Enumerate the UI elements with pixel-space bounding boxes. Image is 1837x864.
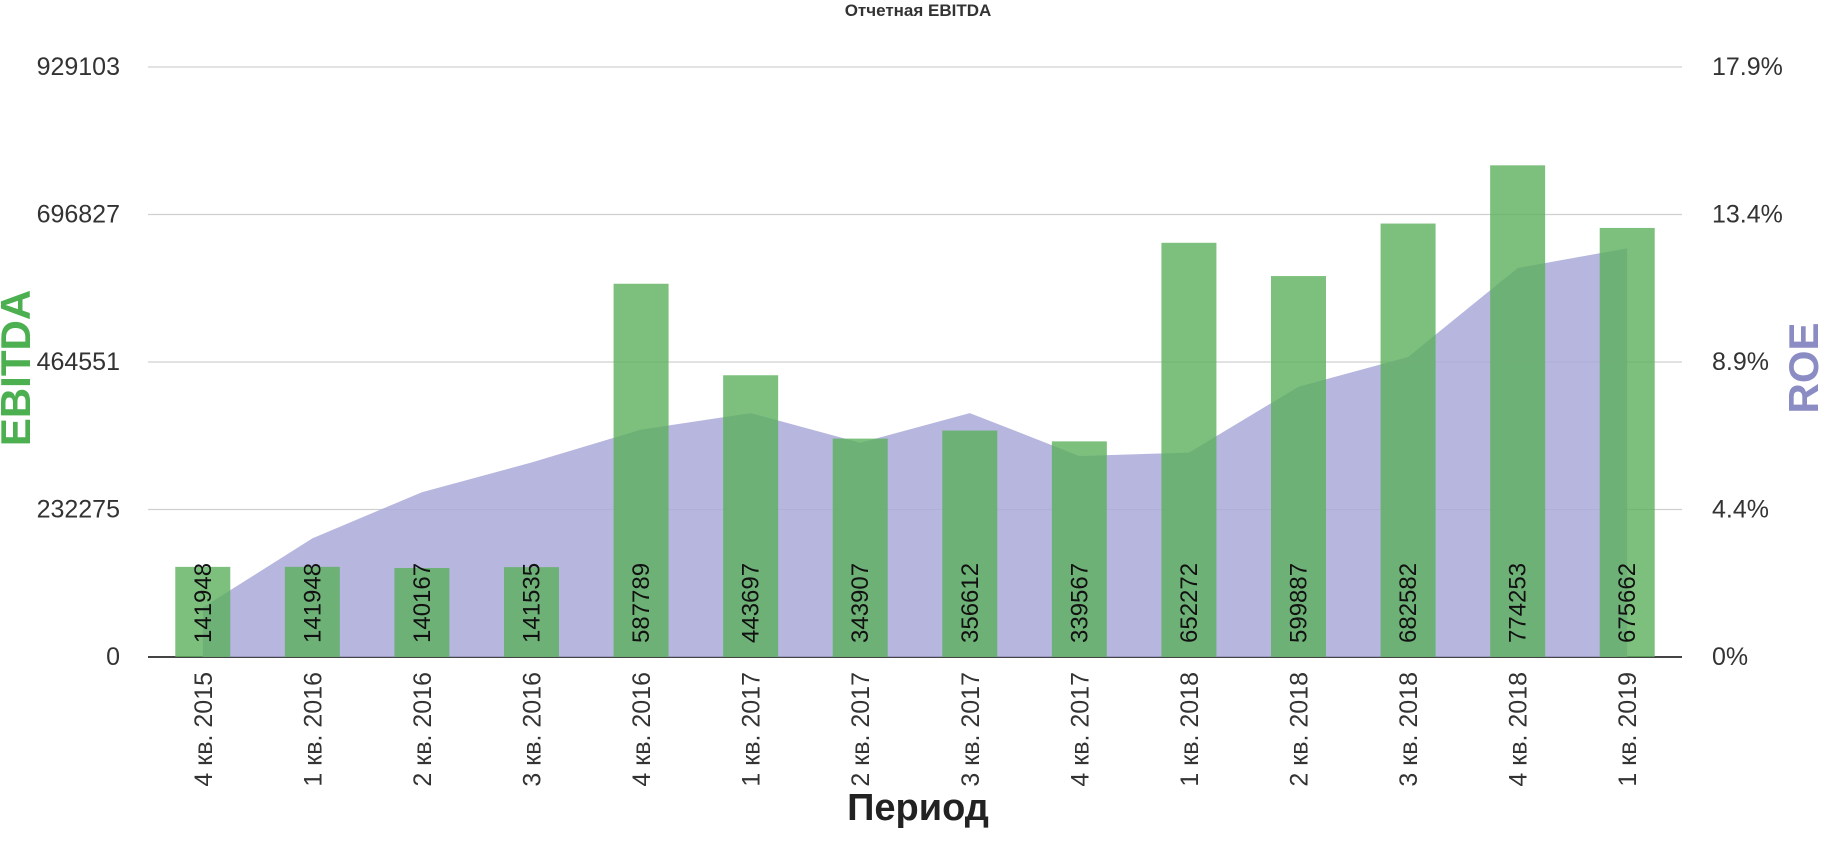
bar-value-label: 339567 <box>1066 563 1093 643</box>
chart-title: Отчетная EBITDA <box>845 1 992 20</box>
left-axis-ticks: 929103 696827 464551 232275 0 <box>37 53 120 671</box>
ebitda-bar <box>723 375 779 657</box>
x-tick-label: 1 кв. 2016 <box>299 672 327 787</box>
y2-tick-label: 13.4% <box>1712 201 1783 229</box>
x-tick-label: 1 кв. 2018 <box>1176 672 1204 787</box>
bar-value-label: 443697 <box>738 563 765 643</box>
ebitda-bar <box>1051 441 1107 657</box>
bar-value-label: 652272 <box>1176 563 1203 643</box>
bar-value-label: 356612 <box>957 563 984 643</box>
x-tick-label: 4 кв. 2018 <box>1505 672 1533 787</box>
ebitda-bar <box>175 566 231 657</box>
right-axis-ticks: 17.9% 13.4% 8.9% 4.4% 0% <box>1712 53 1783 671</box>
ebitda-bar <box>284 566 340 657</box>
x-axis-ticks: 4 кв. 2015 1 кв. 2016 2 кв. 2016 3 кв. 2016… <box>190 672 1642 787</box>
ebitda-bar <box>1380 223 1436 658</box>
ebitda-bar <box>1599 227 1655 658</box>
ebitda-bar <box>1271 276 1326 657</box>
x-tick-label: 1 кв. 2019 <box>1614 672 1642 787</box>
x-axis-title: Период <box>847 787 989 829</box>
bar-value-label: 682582 <box>1395 563 1422 643</box>
ebitda-bar <box>394 567 450 657</box>
y-tick-label: 929103 <box>37 53 120 81</box>
x-tick-label: 2 кв. 2016 <box>409 672 437 787</box>
x-tick-label: 3 кв. 2016 <box>519 672 547 787</box>
x-tick-label: 4 кв. 2017 <box>1066 672 1094 787</box>
y-tick-label: 696827 <box>37 201 120 229</box>
y2-axis-title: ROE <box>1780 322 1827 413</box>
y2-tick-label: 4.4% <box>1712 496 1769 524</box>
x-tick-label: 2 кв. 2018 <box>1286 672 1314 787</box>
bar-value-label: 675662 <box>1614 563 1641 643</box>
y-tick-label: 232275 <box>37 496 120 524</box>
ebitda-bar <box>942 430 998 657</box>
bar-value-labels: 141948 141948 140167 141535 587789 443697 3439… <box>190 563 1641 643</box>
x-tick-label: 3 кв. 2017 <box>957 672 985 787</box>
x-tick-label: 4 кв. 2016 <box>628 672 656 787</box>
bar-value-label: 587789 <box>628 563 655 643</box>
x-tick-label: 3 кв. 2018 <box>1395 672 1423 787</box>
y-tick-label: 0 <box>106 643 120 671</box>
x-tick-label: 4 кв. 2015 <box>190 672 218 787</box>
y2-tick-label: 17.9% <box>1712 53 1783 81</box>
x-tick-label: 1 кв. 2017 <box>738 672 766 787</box>
ebitda-bar <box>1161 242 1217 657</box>
y-axis-title: EBITDA <box>0 290 39 446</box>
ebitda-bar <box>504 567 559 657</box>
y2-tick-label: 8.9% <box>1712 348 1769 376</box>
ebitda-bar <box>613 283 669 657</box>
bar-value-label: 140167 <box>409 563 436 643</box>
x-tick-label: 2 кв. 2017 <box>847 672 875 787</box>
ebitda-bar-series <box>175 165 1655 658</box>
bar-value-label: 141948 <box>299 563 326 643</box>
ebitda-bar <box>832 438 888 657</box>
ebitda-bar <box>1490 165 1546 658</box>
bar-value-label: 141535 <box>519 563 546 643</box>
bar-value-label: 599887 <box>1286 563 1313 643</box>
y-tick-label: 464551 <box>37 348 120 376</box>
bar-value-label: 343907 <box>847 563 874 643</box>
bar-value-label: 141948 <box>190 563 217 643</box>
y2-tick-label: 0% <box>1712 643 1748 671</box>
bar-value-label: 774253 <box>1505 563 1532 643</box>
